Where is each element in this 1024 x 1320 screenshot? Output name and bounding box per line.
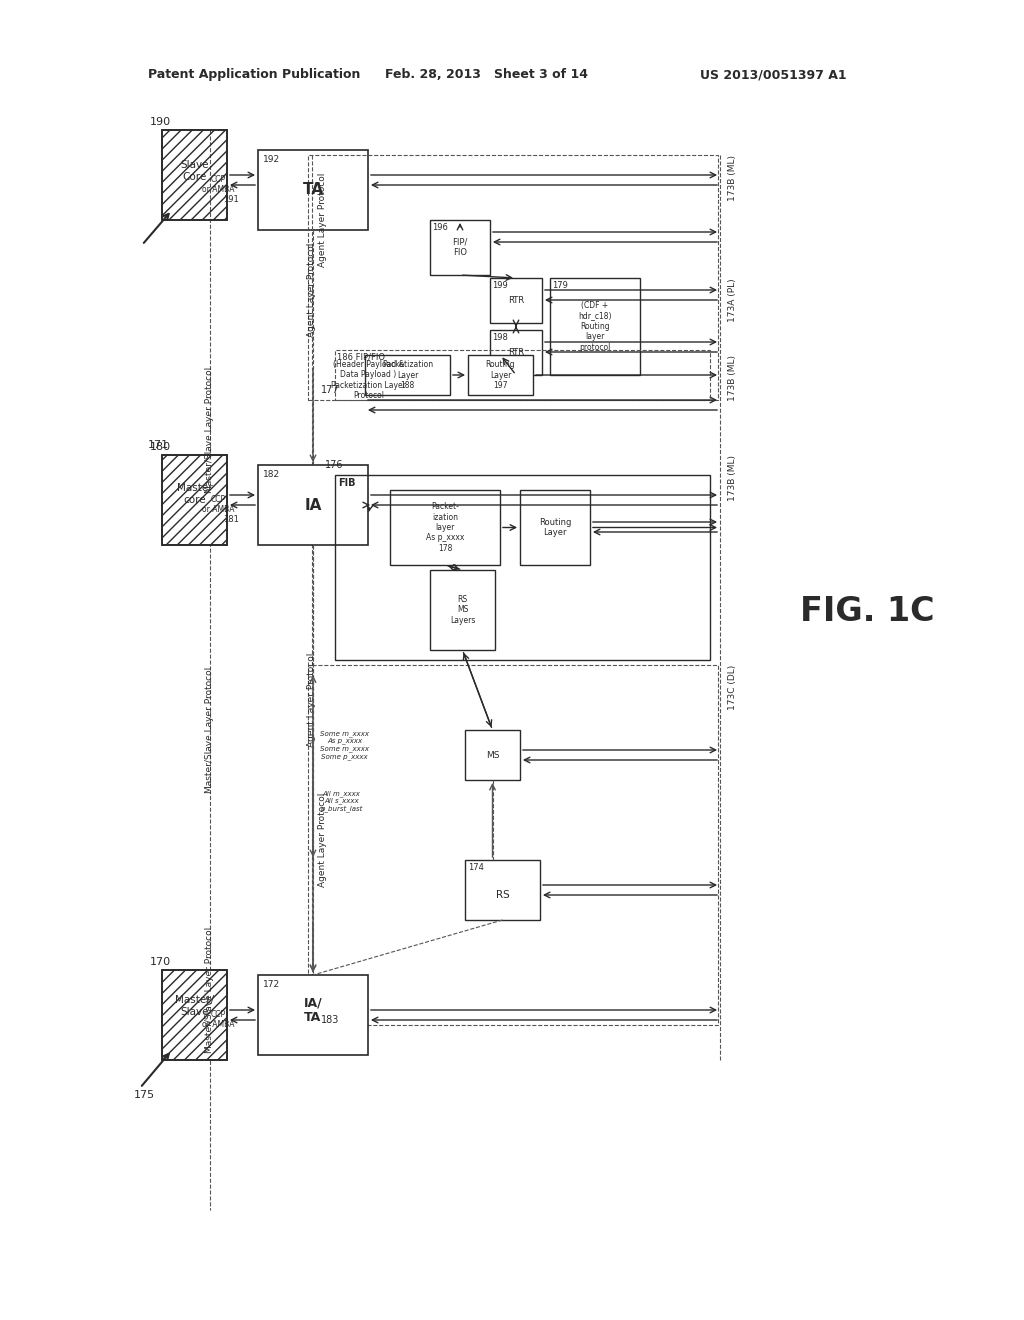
Text: 183: 183 (321, 1015, 339, 1026)
Bar (468, 355, 534, 395)
Text: 196: 196 (432, 223, 447, 232)
Text: 177: 177 (321, 385, 340, 395)
Text: Some m_xxxx
As p_xxxx
Some m_xxxx
Some p_xxxx: Some m_xxxx As p_xxxx Some m_xxxx Some p… (319, 730, 369, 760)
Text: (CDF +
hdr_c18)
Routing
layer
protocol: (CDF + hdr_c18) Routing layer protocol (579, 301, 611, 352)
Text: CCP
or AMBA: CCP or AMBA (202, 495, 234, 515)
Text: 182: 182 (263, 470, 281, 479)
Text: 186 FIP/FIO: 186 FIP/FIO (337, 352, 385, 360)
Text: Agent Layer Protocol: Agent Layer Protocol (307, 653, 316, 747)
Text: MS: MS (485, 751, 500, 759)
Bar (490, 330, 542, 375)
Bar (162, 129, 227, 220)
Text: 176: 176 (325, 459, 343, 470)
Text: Routing
Layer: Routing Layer (539, 517, 571, 537)
Text: (Header Payload &
Data Payload )
Packetization Layer
Protocol: (Header Payload & Data Payload ) Packeti… (331, 360, 406, 400)
Text: 170: 170 (150, 957, 171, 968)
Bar (465, 730, 520, 780)
Text: Slave
Core: Slave Core (180, 160, 209, 182)
Text: TA: TA (302, 182, 324, 198)
Bar (550, 279, 640, 375)
Text: 173A (PL): 173A (PL) (728, 279, 737, 322)
Text: 190: 190 (150, 117, 171, 127)
Text: CCP
or AMBA: CCP or AMBA (202, 176, 234, 194)
Text: Agent Layer Protocol: Agent Layer Protocol (307, 243, 316, 337)
Text: Master/Slave Layer Protocol: Master/Slave Layer Protocol (206, 667, 214, 793)
Text: RTR: RTR (508, 296, 524, 305)
Text: Routing
Layer
197: Routing Layer 197 (485, 360, 515, 389)
Text: Agent Layer Protocol: Agent Layer Protocol (318, 793, 327, 887)
Bar (162, 970, 227, 1060)
Text: 174: 174 (468, 863, 484, 873)
Text: FIG. 1C: FIG. 1C (800, 595, 935, 628)
Bar (162, 455, 227, 545)
Bar (308, 154, 718, 400)
Bar (162, 970, 227, 1060)
Text: Feb. 28, 2013   Sheet 3 of 14: Feb. 28, 2013 Sheet 3 of 14 (385, 69, 588, 81)
Text: Master/Slave Layer Protocol: Master/Slave Layer Protocol (206, 367, 214, 494)
Text: RTR: RTR (508, 348, 524, 356)
Text: 199: 199 (492, 281, 508, 290)
Text: All m_xxxx
All s_xxxx
p_burst_last: All m_xxxx All s_xxxx p_burst_last (319, 789, 362, 812)
Bar (430, 220, 490, 275)
Text: Master
core: Master core (177, 483, 212, 504)
Bar (162, 455, 227, 545)
Text: 198: 198 (492, 333, 508, 342)
Text: Master/
Slave: Master/ Slave (175, 995, 214, 1016)
Text: 191: 191 (223, 195, 239, 205)
Bar (390, 490, 500, 565)
Bar (162, 129, 227, 220)
Text: 181: 181 (223, 515, 239, 524)
Text: RS
MS
Layers: RS MS Layers (450, 595, 475, 624)
Bar (465, 861, 540, 920)
Bar (258, 975, 368, 1055)
Text: CCP
or AMBA: CCP or AMBA (202, 1010, 234, 1030)
Text: 192: 192 (263, 154, 281, 164)
Text: Patent Application Publication: Patent Application Publication (148, 69, 360, 81)
Text: 175: 175 (134, 1090, 155, 1100)
Text: 173B (ML): 173B (ML) (728, 355, 737, 401)
Bar (308, 665, 718, 1026)
Text: 179: 179 (552, 281, 568, 290)
Text: FIP/
FIO: FIP/ FIO (453, 238, 468, 257)
Text: Packetization
Layer
188: Packetization Layer 188 (382, 360, 433, 389)
Bar (430, 570, 495, 649)
Text: 171: 171 (148, 440, 169, 450)
Text: Master/Slave Layer Protocol: Master/Slave Layer Protocol (206, 927, 214, 1053)
Text: 173B (ML): 173B (ML) (728, 455, 737, 502)
Text: US 2013/0051397 A1: US 2013/0051397 A1 (700, 69, 847, 81)
Text: Packet-
ization
layer
As p_xxxx
178: Packet- ization layer As p_xxxx 178 (426, 502, 464, 553)
Text: IA: IA (304, 498, 322, 512)
Text: 172: 172 (263, 979, 281, 989)
Text: Agent Layer Protocol: Agent Layer Protocol (318, 173, 327, 267)
Text: IA/
TA: IA/ TA (304, 997, 323, 1024)
Text: FIB: FIB (338, 478, 355, 488)
Bar (365, 355, 450, 395)
Bar (258, 465, 368, 545)
Bar (490, 279, 542, 323)
Bar (258, 150, 368, 230)
Text: 173C (DL): 173C (DL) (728, 665, 737, 710)
Bar (520, 490, 590, 565)
Text: 180: 180 (150, 442, 171, 451)
Bar (335, 475, 710, 660)
Text: 173B (ML): 173B (ML) (728, 154, 737, 201)
Text: RS: RS (496, 890, 509, 900)
Bar (335, 350, 710, 400)
